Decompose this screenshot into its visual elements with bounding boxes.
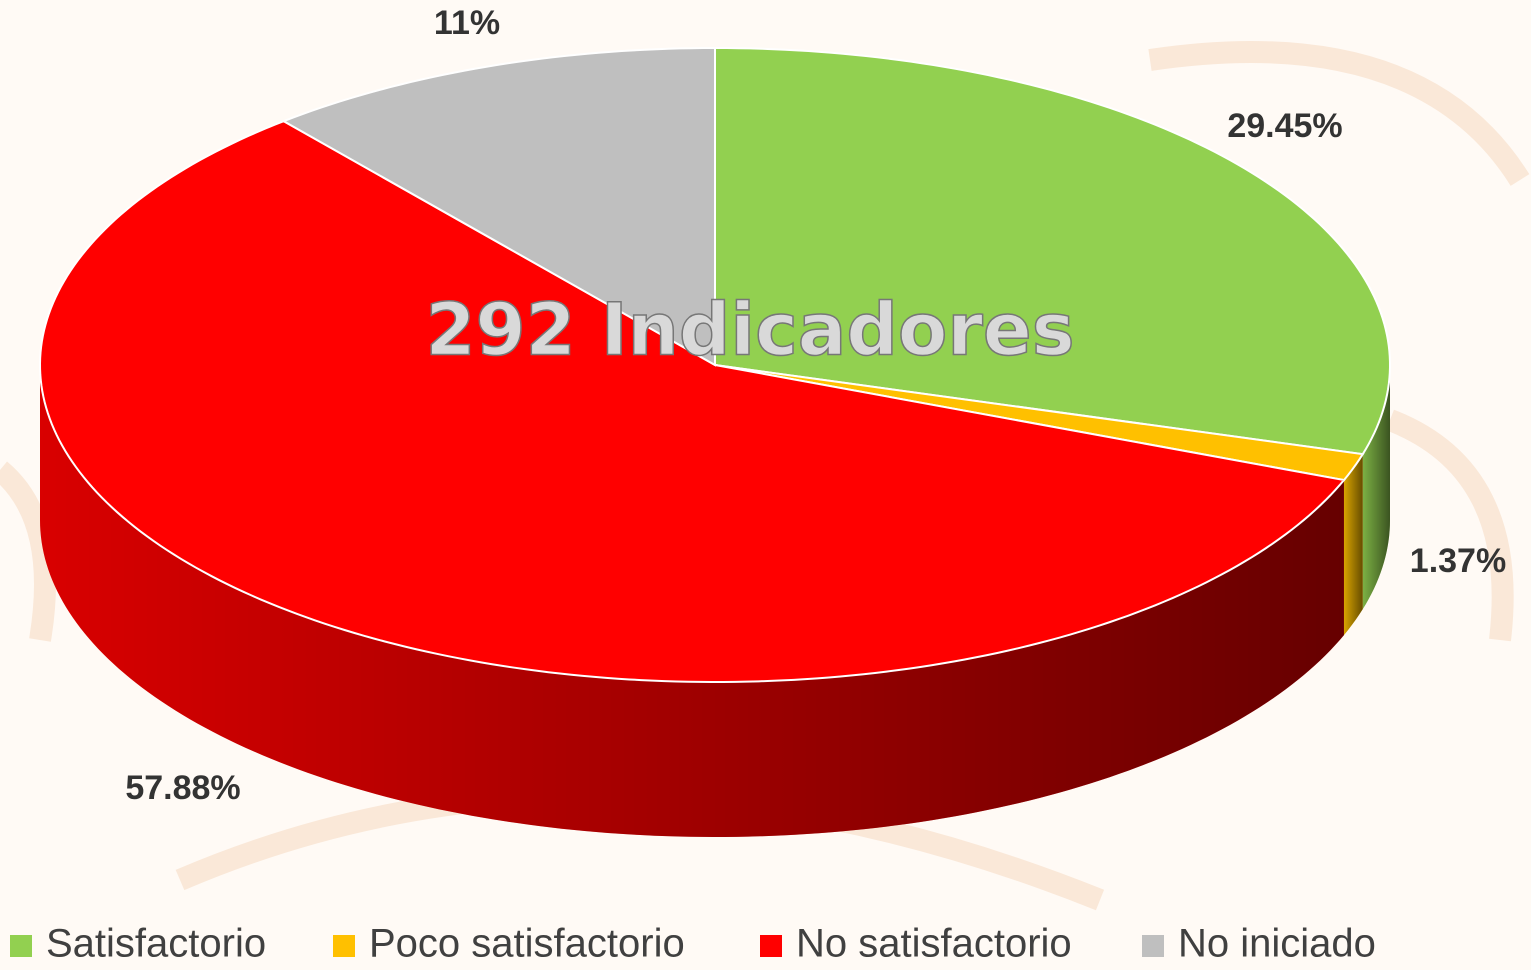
value-label: 57.88% [125,769,240,807]
legend-swatch [333,935,355,957]
legend: Satisfactorio Poco satisfactorio No satisf… [10,922,1376,966]
chart-annotation: 292 Indicadores [425,288,1074,372]
legend-label: No satisfactorio [796,922,1072,966]
legend-swatch [1142,935,1164,957]
legend-label: No iniciado [1178,922,1376,966]
legend-swatch [10,935,32,957]
legend-swatch [760,935,782,957]
value-label: 29.45% [1227,107,1342,145]
chart: 292 Indicadores 29.45% 1.37% 57.88% 11% Sat… [0,0,1531,970]
legend-label: Poco satisfactorio [369,922,685,966]
legend-label: Satisfactorio [46,922,266,966]
value-label: 1.37% [1410,542,1506,580]
value-label: 11% [434,4,500,42]
slice-side-shade [1344,454,1363,635]
